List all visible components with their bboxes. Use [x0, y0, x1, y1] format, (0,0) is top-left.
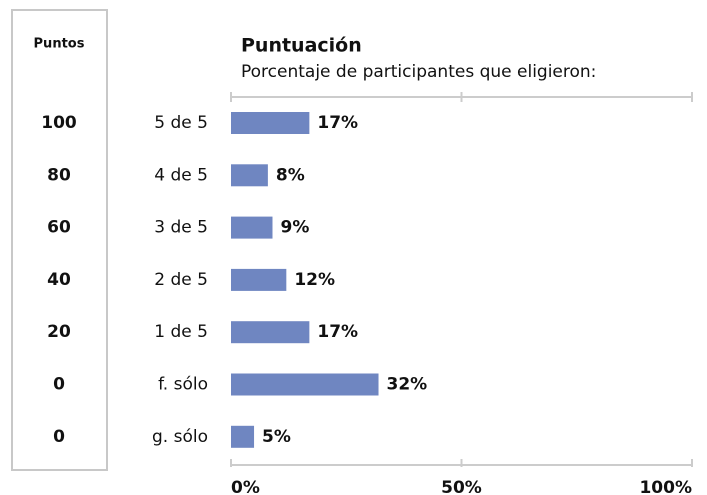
bar [231, 164, 268, 187]
bar [231, 425, 255, 448]
value-label: 32% [387, 375, 428, 395]
chart-title: Puntuación [241, 35, 362, 57]
value-label: 8% [276, 165, 305, 185]
bar [231, 112, 310, 134]
bar [231, 321, 310, 344]
points-value: 60 [47, 218, 71, 238]
bar [231, 373, 379, 396]
category-label: 2 de 5 [154, 270, 208, 290]
points-value: 40 [47, 270, 71, 290]
category-label: 4 de 5 [154, 165, 208, 185]
points-value: 100 [41, 113, 77, 133]
value-label: 17% [317, 113, 358, 133]
points-value: 20 [47, 322, 71, 342]
value-label: 17% [317, 322, 358, 342]
bar [231, 216, 273, 239]
points-header: Puntos [34, 37, 85, 52]
x-tick-label: 100% [639, 478, 692, 495]
bar [231, 268, 287, 291]
points-value: 80 [47, 165, 71, 185]
points-box [11, 9, 108, 471]
x-tick-label: 50% [441, 478, 482, 495]
points-value: 0 [53, 427, 65, 447]
chart-subtitle: Porcentaje de participantes que eligiero… [241, 62, 596, 82]
value-label: 12% [294, 270, 335, 290]
x-tick-label: 0% [231, 478, 260, 495]
category-label: 1 de 5 [154, 322, 208, 342]
category-label: 3 de 5 [154, 218, 208, 238]
category-label: g. sólo [152, 427, 208, 447]
value-label: 5% [262, 427, 291, 447]
category-label: 5 de 5 [154, 113, 208, 133]
value-label: 9% [280, 218, 309, 238]
points-value: 0 [53, 375, 65, 395]
category-label: f. sólo [158, 375, 208, 395]
